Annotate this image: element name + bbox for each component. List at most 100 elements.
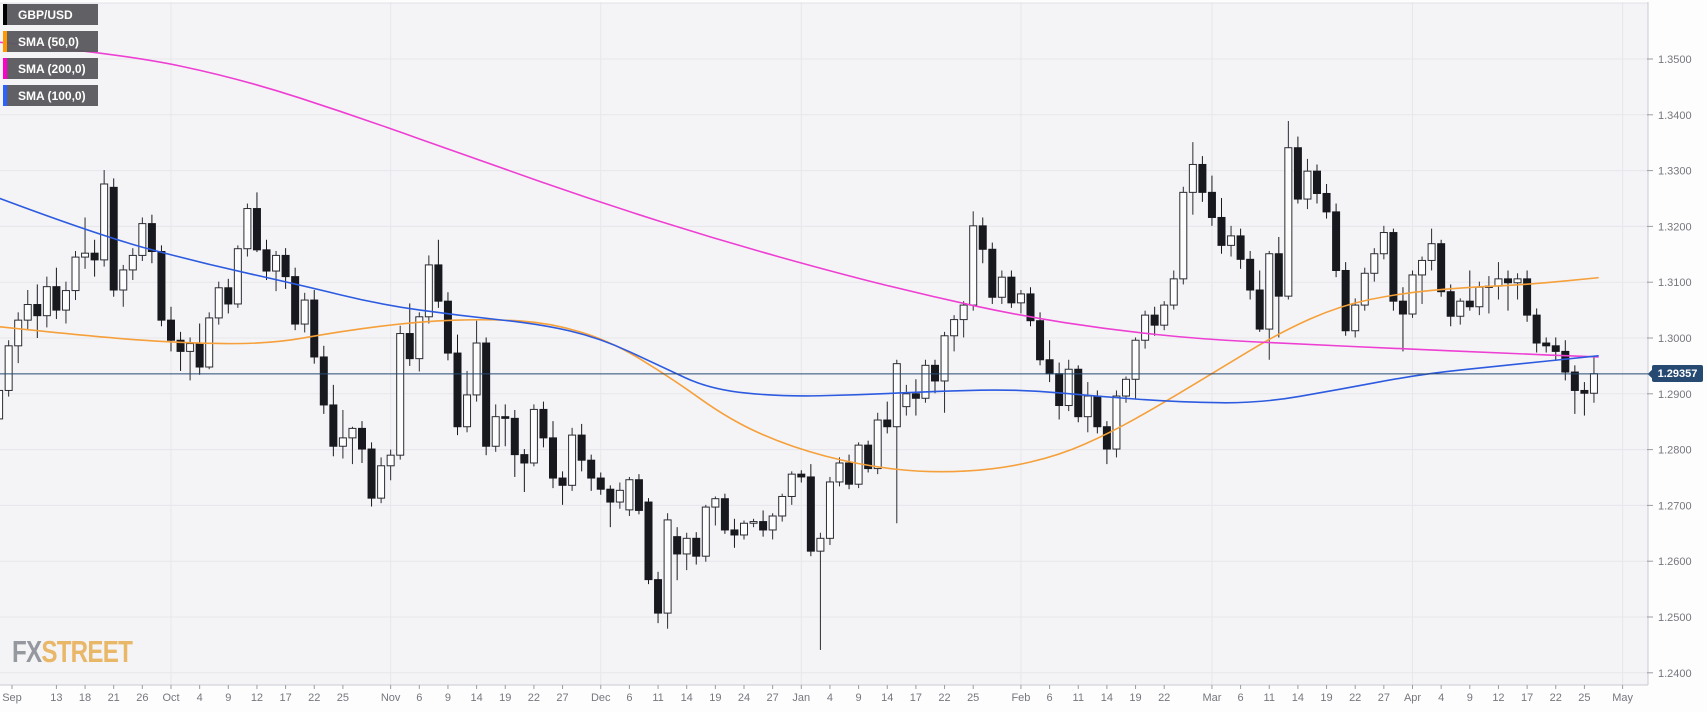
candle-bearish[interactable] xyxy=(310,299,319,358)
candle-bearish[interactable] xyxy=(1093,395,1102,428)
candle-bullish[interactable] xyxy=(1131,339,1140,380)
candle-bearish[interactable] xyxy=(405,333,414,360)
candle-bullish[interactable] xyxy=(768,515,777,531)
candle-bearish[interactable] xyxy=(1007,276,1016,304)
candle-bearish[interactable] xyxy=(539,408,548,439)
candle-bullish[interactable] xyxy=(1456,300,1465,317)
time-axis[interactable]: Sep 13 18 21 26 Oct 4 9 12 17 22 25 Nov 6 9 14 19 22 27 Dec… xyxy=(2,685,1633,704)
candle-bullish[interactable] xyxy=(119,269,128,291)
legend-item-symbol[interactable]: GBP/USD xyxy=(3,4,98,25)
candle-bearish[interactable] xyxy=(1398,300,1407,315)
candle-bullish[interactable] xyxy=(491,416,500,447)
candle-bearish[interactable] xyxy=(673,536,682,555)
candle-bearish[interactable] xyxy=(281,254,290,278)
candle-bearish[interactable] xyxy=(864,444,873,470)
candle-bearish[interactable] xyxy=(596,477,605,490)
candle-bearish[interactable] xyxy=(291,276,300,325)
candle-bearish[interactable] xyxy=(692,537,701,557)
candle-bearish[interactable] xyxy=(730,529,739,536)
candle-bearish[interactable] xyxy=(358,427,366,450)
candle-bullish[interactable] xyxy=(71,256,80,292)
candle-bullish[interactable] xyxy=(4,345,13,391)
candle-bearish[interactable] xyxy=(195,343,204,368)
candle-bullish[interactable] xyxy=(740,522,748,536)
candle-bullish[interactable] xyxy=(873,419,882,470)
candle-bearish[interactable] xyxy=(1341,269,1350,332)
candle-bullish[interactable] xyxy=(81,252,90,258)
candle-bearish[interactable] xyxy=(1207,191,1216,218)
candle-bullish[interactable] xyxy=(1351,304,1360,332)
candle-bearish[interactable] xyxy=(1055,373,1064,407)
candle-bearish[interactable] xyxy=(911,393,920,399)
candle-bearish[interactable] xyxy=(1332,211,1341,271)
candle-bearish[interactable] xyxy=(262,249,271,272)
candle-bearish[interactable] xyxy=(520,454,529,464)
candle-bullish[interactable] xyxy=(1122,378,1130,397)
candle-bullish[interactable] xyxy=(348,427,357,439)
candle-bearish[interactable] xyxy=(147,223,156,253)
candle-bullish[interactable] xyxy=(816,537,825,552)
candle-bullish[interactable] xyxy=(1169,278,1178,306)
candle-bearish[interactable] xyxy=(1274,253,1283,297)
candle-bullish[interactable] xyxy=(396,333,405,456)
candle-bearish[interactable] xyxy=(319,356,328,406)
candle-bearish[interactable] xyxy=(501,416,510,419)
candle-bearish[interactable] xyxy=(1255,289,1264,330)
candle-bullish[interactable] xyxy=(186,343,195,352)
candle-bullish[interactable] xyxy=(214,287,223,319)
candle-bullish[interactable] xyxy=(892,363,901,428)
candle-bullish[interactable] xyxy=(1589,373,1598,394)
candle-bearish[interactable] xyxy=(1437,243,1446,293)
candle-bearish[interactable] xyxy=(1532,314,1541,344)
candle-bearish[interactable] xyxy=(224,287,233,305)
candle-bullish[interactable] xyxy=(128,254,137,271)
candle-bullish[interactable] xyxy=(1284,147,1293,297)
candle-bullish[interactable] xyxy=(377,465,386,499)
candle-bearish[interactable] xyxy=(587,459,596,479)
candle-bearish[interactable] xyxy=(1446,291,1455,317)
candle-bullish[interactable] xyxy=(1179,191,1188,280)
candle-bullish[interactable] xyxy=(1513,278,1522,284)
candle-bullish[interactable] xyxy=(463,394,472,428)
candle-bearish[interactable] xyxy=(329,404,338,447)
plot-background[interactable] xyxy=(0,2,1648,685)
candle-bearish[interactable] xyxy=(988,248,997,298)
candle-bullish[interactable] xyxy=(682,537,691,555)
candle-bullish[interactable] xyxy=(997,276,1006,298)
candles-layer[interactable] xyxy=(0,120,1598,650)
legend-item-sma50[interactable]: SMA (50,0) xyxy=(3,31,98,52)
candle-bearish[interactable] xyxy=(720,498,729,531)
candle-bullish[interactable] xyxy=(625,479,634,511)
candle-bearish[interactable] xyxy=(1026,293,1035,322)
candle-bullish[interactable] xyxy=(243,208,252,250)
candle-bullish[interactable] xyxy=(1360,272,1369,306)
candle-bullish[interactable] xyxy=(1379,232,1388,255)
candle-bearish[interactable] xyxy=(1504,278,1512,284)
candle-bearish[interactable] xyxy=(482,342,491,447)
candle-bearish[interactable] xyxy=(510,417,519,456)
candle-bearish[interactable] xyxy=(1198,163,1207,193)
candle-bearish[interactable] xyxy=(759,521,768,531)
candle-bearish[interactable] xyxy=(1313,170,1321,194)
candle-bearish[interactable] xyxy=(176,339,185,352)
candle-bearish[interactable] xyxy=(443,300,452,354)
candle-bearish[interactable] xyxy=(1542,342,1551,347)
candle-bearish[interactable] xyxy=(845,462,854,485)
candle-bearish[interactable] xyxy=(1523,278,1532,316)
candle-bearish[interactable] xyxy=(1293,147,1302,200)
candle-bullish[interactable] xyxy=(1083,395,1092,418)
candle-bearish[interactable] xyxy=(1570,371,1579,391)
candle-bearish[interactable] xyxy=(558,477,567,486)
candle-bullish[interactable] xyxy=(233,248,242,305)
candle-bearish[interactable] xyxy=(1561,350,1570,373)
candle-bearish[interactable] xyxy=(453,352,462,428)
candle-bullish[interactable] xyxy=(701,506,710,557)
candle-bullish[interactable] xyxy=(386,454,395,467)
candle-bullish[interactable] xyxy=(1303,170,1312,200)
candle-bullish[interactable] xyxy=(950,319,959,337)
candle-bearish[interactable] xyxy=(1036,320,1045,361)
candle-bullish[interactable] xyxy=(663,519,672,614)
candle-bullish[interactable] xyxy=(1370,253,1379,274)
candle-bearish[interactable] xyxy=(1246,258,1255,291)
